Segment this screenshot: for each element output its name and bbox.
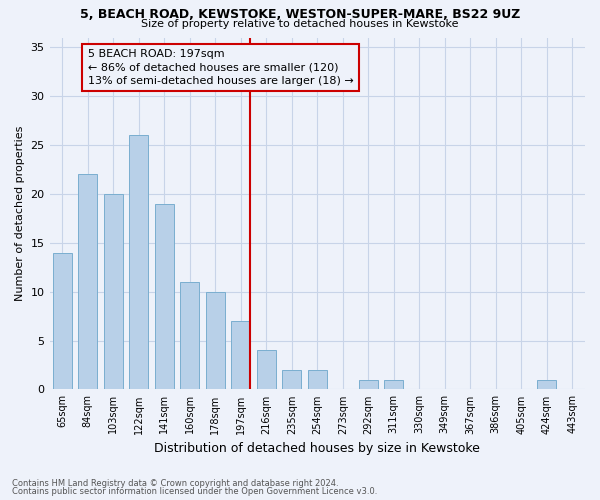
Bar <box>53 252 72 390</box>
Bar <box>537 380 556 390</box>
Text: Contains public sector information licensed under the Open Government Licence v3: Contains public sector information licen… <box>12 487 377 496</box>
Text: Size of property relative to detached houses in Kewstoke: Size of property relative to detached ho… <box>141 19 459 29</box>
Bar <box>359 380 378 390</box>
Bar <box>384 380 403 390</box>
X-axis label: Distribution of detached houses by size in Kewstoke: Distribution of detached houses by size … <box>154 442 480 455</box>
Bar <box>129 136 148 390</box>
Bar <box>78 174 97 390</box>
Bar <box>257 350 276 390</box>
Text: 5 BEACH ROAD: 197sqm
← 86% of detached houses are smaller (120)
13% of semi-deta: 5 BEACH ROAD: 197sqm ← 86% of detached h… <box>88 49 353 86</box>
Text: 5, BEACH ROAD, KEWSTOKE, WESTON-SUPER-MARE, BS22 9UZ: 5, BEACH ROAD, KEWSTOKE, WESTON-SUPER-MA… <box>80 8 520 20</box>
Text: Contains HM Land Registry data © Crown copyright and database right 2024.: Contains HM Land Registry data © Crown c… <box>12 478 338 488</box>
Bar <box>282 370 301 390</box>
Bar <box>206 292 225 390</box>
Bar <box>180 282 199 390</box>
Bar <box>155 204 174 390</box>
Bar <box>104 194 123 390</box>
Bar <box>231 321 250 390</box>
Y-axis label: Number of detached properties: Number of detached properties <box>15 126 25 301</box>
Bar <box>308 370 327 390</box>
